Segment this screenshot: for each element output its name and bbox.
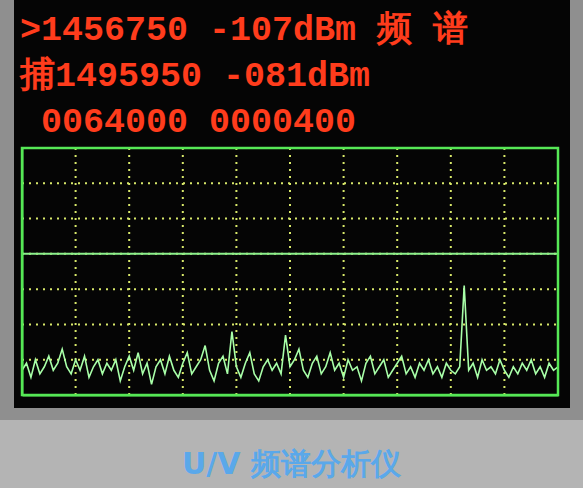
grid-line-y	[22, 218, 558, 220]
bezel-frame	[0, 0, 583, 420]
device-label: U/V 频谱分析仪	[182, 446, 402, 481]
plot	[22, 286, 558, 385]
grid-line-x	[182, 148, 184, 395]
device-photo: >1456750 -107dBm 频 谱捕1495950 -081dBm 006…	[0, 0, 583, 488]
grid-line-x	[503, 148, 505, 395]
grid	[22, 148, 558, 395]
grid-line-x	[450, 148, 452, 395]
screen	[14, 0, 570, 408]
readout: >1456750 -107dBm 频 谱	[20, 9, 468, 51]
grid-line-y	[22, 359, 558, 361]
grid-line-y	[22, 288, 558, 290]
threshold-line	[22, 253, 558, 255]
plot-frame	[22, 148, 558, 395]
grid-line-y	[22, 323, 558, 325]
bezel	[0, 0, 583, 488]
grid-line-y	[22, 253, 558, 255]
grid-line-x	[343, 148, 345, 395]
readout: 0064000 0000400	[20, 103, 356, 143]
grid-line-x	[396, 148, 398, 395]
spectrum-trace	[22, 286, 558, 385]
readout: 捕1495950 -081dBm	[19, 55, 370, 97]
grid-line-y	[22, 182, 558, 184]
